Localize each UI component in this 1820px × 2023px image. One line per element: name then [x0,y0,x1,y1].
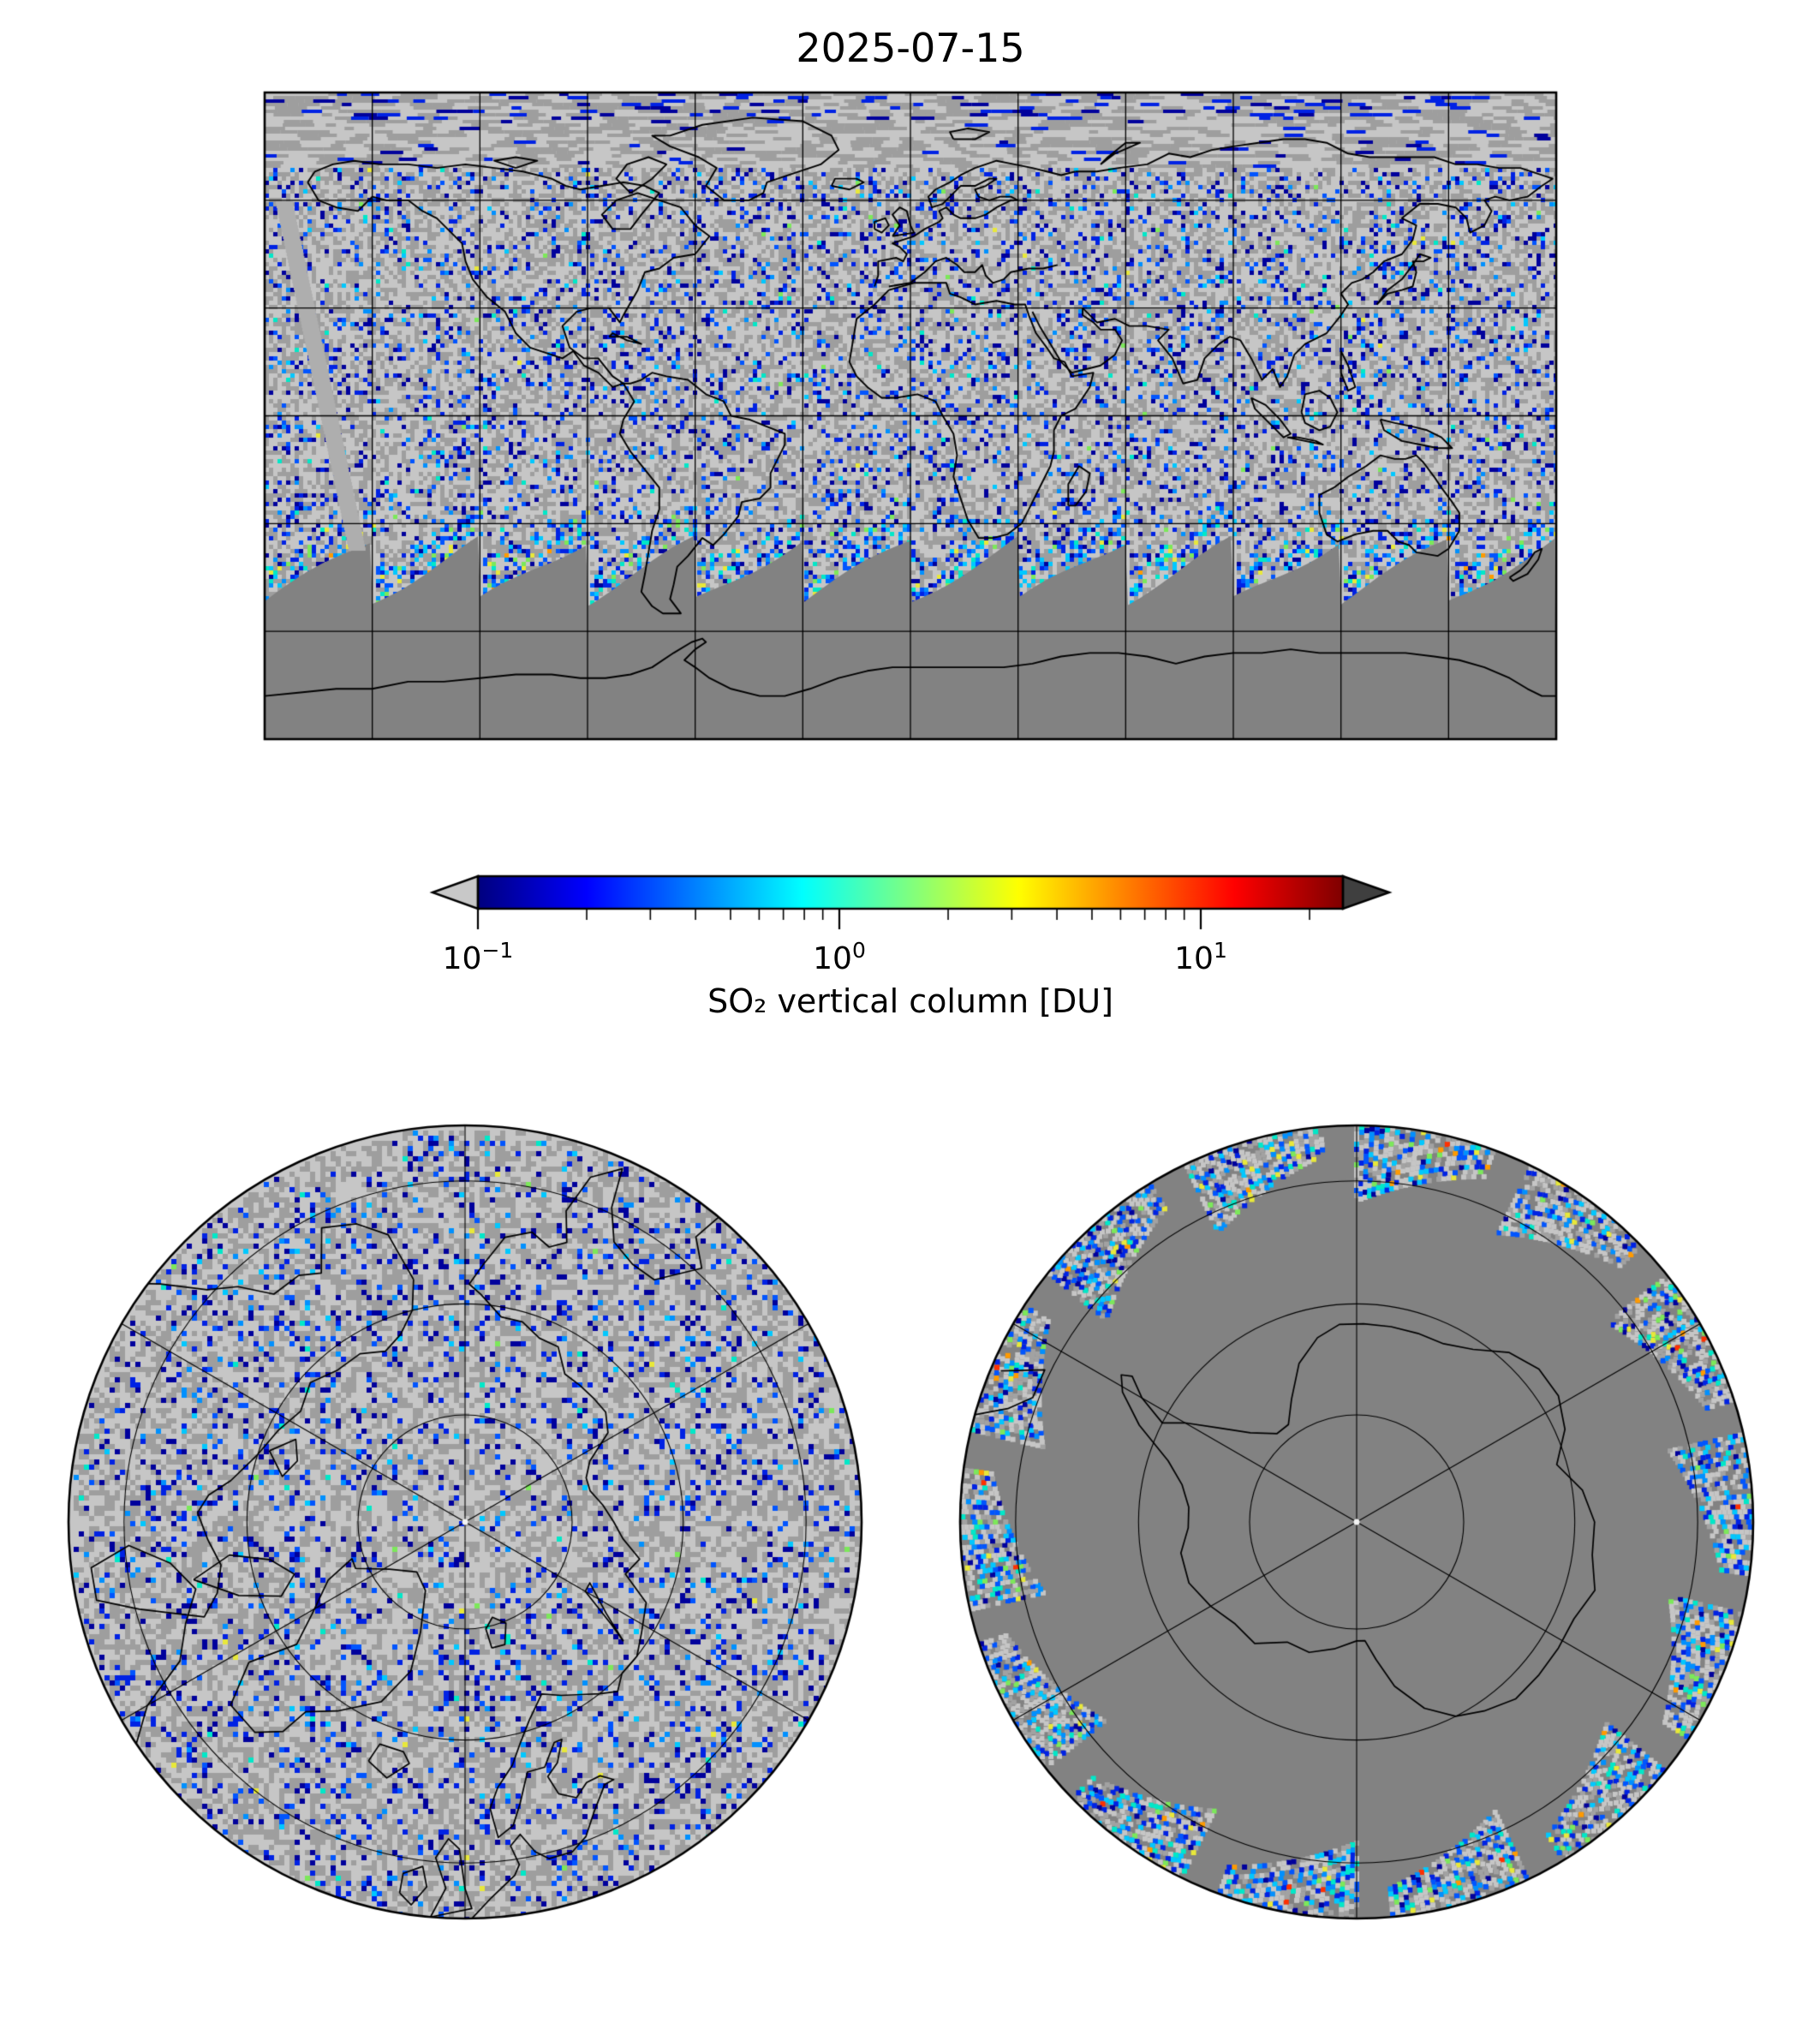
colorbar-tick-label-0.1: 10−1 [384,932,572,978]
colorbar-tick-label-10: 101 [1107,932,1295,978]
tick-base: 10 [813,941,852,976]
colorbar-tick-label-1: 100 [745,932,934,978]
figure-title: 2025-07-15 [796,25,1025,71]
tick-exponent: −1 [481,938,514,963]
colorbar-axis-label: SO₂ vertical column [DU] [707,982,1113,1020]
tick-base: 10 [442,941,482,976]
tick-base: 10 [1174,941,1214,976]
tick-exponent: 0 [851,938,866,963]
tick-exponent: 1 [1213,938,1227,963]
